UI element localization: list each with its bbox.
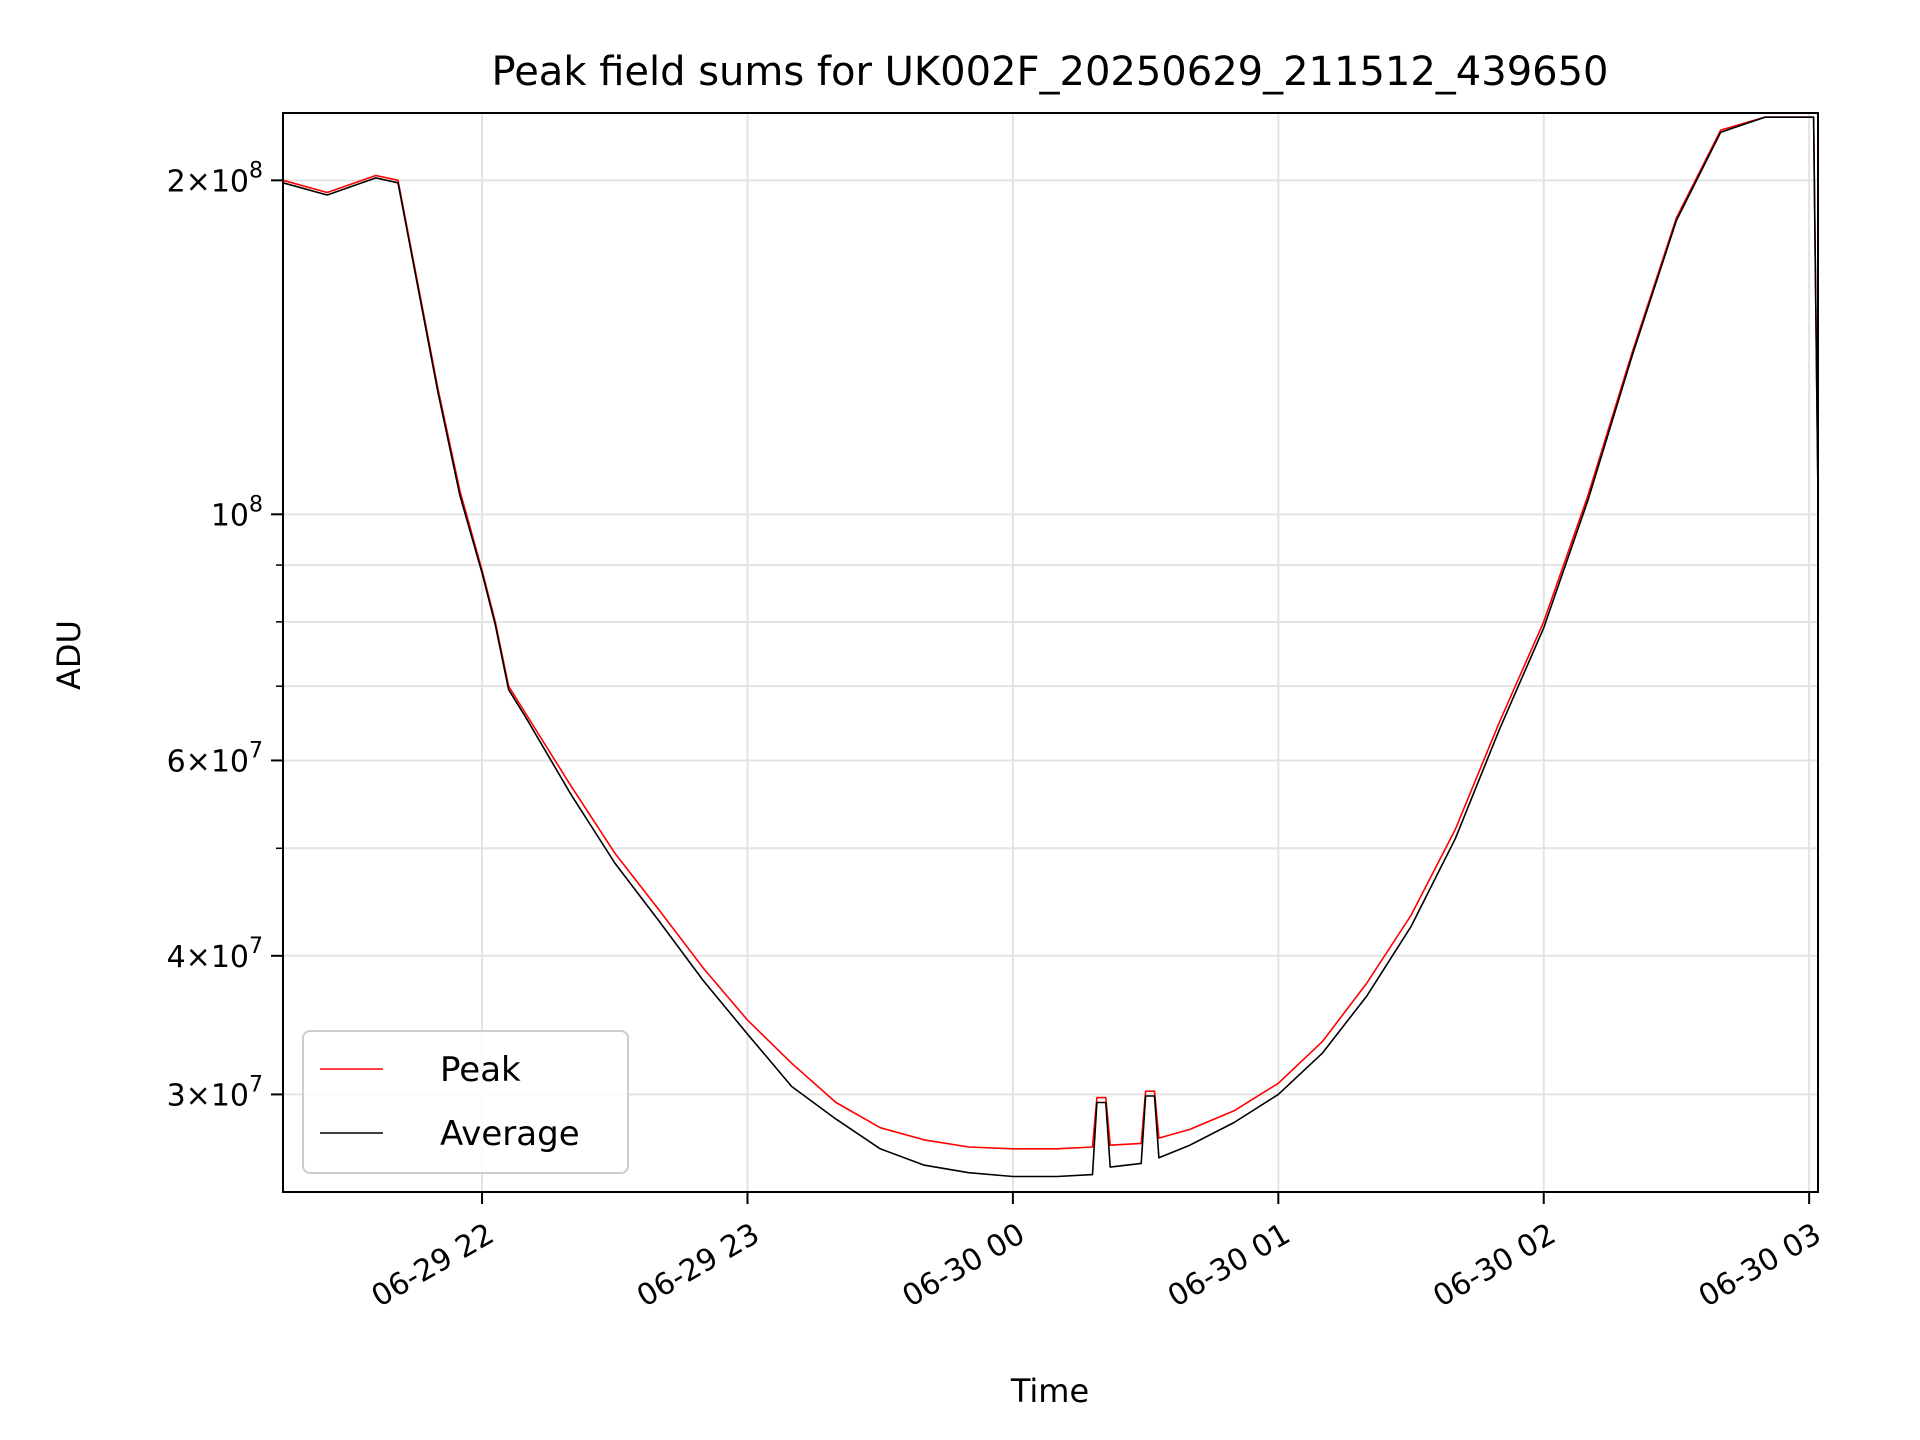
- y-tick-label: 6×107: [167, 738, 263, 779]
- y-tick-label: 2×108: [167, 158, 263, 199]
- y-tick-label: 4×107: [167, 934, 263, 975]
- legend-box: [302, 1030, 629, 1174]
- legend-label-average: Average: [440, 1114, 580, 1154]
- y-tick-label: 3×107: [167, 1072, 263, 1113]
- plot-frame: [282, 112, 1819, 1193]
- y-tick-label: 108: [211, 492, 263, 533]
- y-axis-title: ADU: [50, 620, 88, 690]
- legend-label-peak: Peak: [440, 1050, 521, 1090]
- chart-title: Peak field sums for UK002F_20250629_2115…: [492, 49, 1609, 95]
- x-axis-title: Time: [1010, 1372, 1089, 1410]
- legend: Peak Average: [302, 1030, 629, 1174]
- series-line-average: [282, 116, 1819, 1178]
- series-layer: [282, 116, 1819, 1178]
